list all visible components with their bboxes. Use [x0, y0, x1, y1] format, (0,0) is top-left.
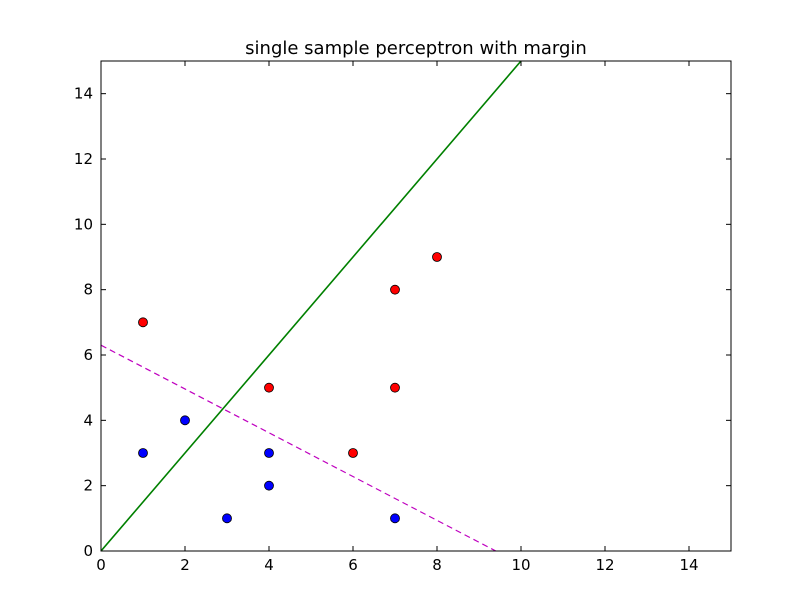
- red-point: [432, 252, 442, 262]
- x-tick-label: 8: [432, 556, 442, 574]
- blue-point: [138, 448, 148, 458]
- red-point: [138, 317, 148, 328]
- blue-point: [264, 480, 274, 491]
- red-point: [348, 448, 358, 458]
- x-tick-label: 10: [511, 556, 530, 574]
- red-point: [264, 382, 274, 393]
- decision-boundary-line: [101, 61, 522, 551]
- y-tick-label: 8: [83, 281, 93, 299]
- x-tick-label: 14: [679, 556, 698, 574]
- x-tick-label: 12: [595, 556, 614, 574]
- x-tick-label: 2: [180, 556, 190, 574]
- x-tick-label: 6: [348, 556, 358, 574]
- chart-title: single sample perceptron with margin: [245, 38, 587, 59]
- y-tick-label: 10: [74, 215, 93, 233]
- blue-point: [390, 513, 400, 524]
- y-tick-label: 4: [83, 411, 93, 429]
- margin-line: [101, 344, 497, 551]
- y-tick-label: 6: [83, 346, 93, 364]
- red-point: [390, 382, 400, 393]
- blue-point: [264, 448, 274, 458]
- blue-point: [180, 415, 190, 426]
- x-tick-label: 0: [96, 556, 106, 574]
- blue-point: [222, 513, 232, 524]
- x-tick-label: 4: [264, 556, 274, 574]
- y-tick-label: 14: [74, 85, 93, 103]
- plot-frame: [100, 60, 732, 552]
- y-tick-label: 0: [83, 542, 93, 560]
- plot-area: 0 2 4 6 8 10 12 14 0 2 4 6 8 10 12 14: [74, 60, 732, 574]
- y-tick-label: 12: [74, 150, 93, 168]
- red-point: [390, 284, 400, 295]
- y-tick-label: 2: [83, 477, 93, 495]
